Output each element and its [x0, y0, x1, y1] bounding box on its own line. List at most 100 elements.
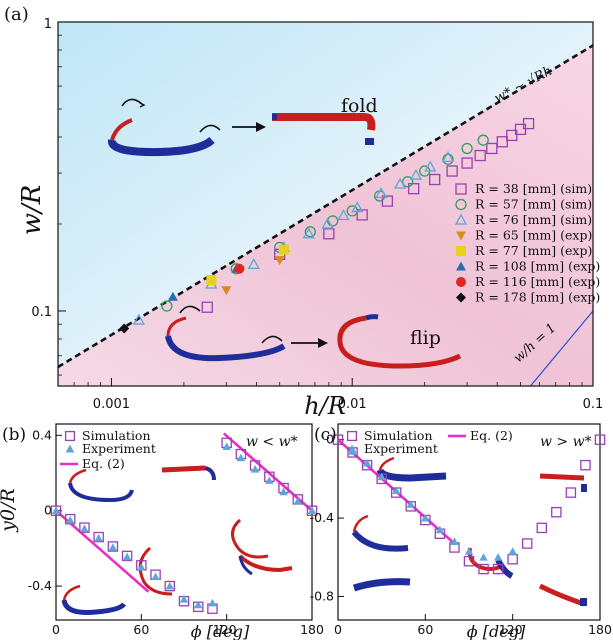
panel-b-point-experiment: [108, 543, 118, 551]
panel-b-y-tick-label: 0: [44, 503, 52, 518]
panel-c-condition: w > w*: [540, 434, 592, 450]
fold-illustration: [108, 98, 376, 157]
panel-b-point-experiment: [179, 595, 189, 603]
panel-a-point-r-76-mm-sim: [393, 177, 407, 189]
panel-a-point-r-57-mm-sim: [327, 215, 339, 227]
legend-a-marker-r-77-mm-exp: [456, 246, 466, 256]
legend-a-label: R = 116 [mm] (exp): [475, 274, 600, 289]
panel-c-point-experiment: [421, 513, 430, 522]
panel-a-point-r-38-mm-sim: [506, 129, 518, 142]
panel-c-point-experiment: [406, 500, 415, 508]
legend-a-label: R = 65 [mm] (exp): [475, 228, 592, 243]
panel-a-point-r-38-mm-sim: [201, 301, 213, 313]
panel-b-y-tick-label: -0.4: [28, 578, 52, 593]
panel-c-point-experiment: [450, 537, 459, 545]
panel-a-point-r-38-mm-sim: [486, 142, 498, 155]
legend-c-label: Experiment: [364, 441, 438, 456]
panel-b-point-experiment: [80, 524, 89, 532]
panel-b-point-simulation: [164, 580, 176, 592]
panel-a-point-r-76-mm-sim: [375, 187, 388, 199]
panel-c-point-simulation: [492, 563, 504, 575]
panel-b-point-experiment: [122, 552, 132, 561]
panel-a-y-tick-label: 1: [44, 17, 52, 32]
panel-c-x-tick-label: 0: [334, 622, 342, 637]
legend-c-label: Eq. (2): [470, 428, 513, 443]
panel-c-point-simulation: [580, 459, 591, 471]
legend-c-marker-experiment: [347, 444, 357, 453]
panel-c-x-tick-label: 60: [417, 622, 433, 637]
legend-c-marker-simulation: [346, 430, 358, 442]
legend-a-marker-r-57-mm-sim: [455, 198, 467, 211]
panel-c-x-tick-label: 180: [588, 622, 612, 637]
panel-a-frame: [57, 21, 594, 387]
panel-b-point-experiment: [137, 563, 146, 571]
panel-a-point-r-57-mm-sim: [402, 176, 414, 188]
panel-c-point-simulation: [521, 538, 533, 549]
panel-b-point-simulation: [306, 505, 318, 516]
panel-b-point-simulation: [107, 541, 119, 552]
panel-b-point-experiment: [265, 476, 274, 484]
panel-b-point-experiment: [51, 506, 61, 515]
panel-a-point-r-57-mm-sim: [346, 205, 358, 217]
panel-a-y-tick-label: 0.1: [31, 305, 52, 320]
region-label-fold: fold: [341, 95, 378, 117]
panel-b-frame: [55, 423, 313, 621]
panel-b-point-experiment: [151, 572, 160, 581]
panel-a-point-r-57-mm-sim: [442, 153, 454, 165]
panel-a-point-r-76-mm-sim: [337, 209, 350, 221]
panel-c-y-tick-label: -0.8: [310, 588, 334, 603]
panel-a-marks: [119, 117, 535, 334]
panel-a-point-r-38-mm-sim: [408, 183, 420, 195]
panel-b-point-simulation: [50, 505, 62, 516]
legend-a-marker-r-65-mm-exp: [456, 231, 466, 241]
panel-b-x-tick-label: 0: [52, 622, 60, 637]
panel-b-point-experiment: [94, 533, 103, 542]
panel-a-x-axis-label: h/R: [304, 392, 346, 420]
panel-c-point-simulation: [565, 487, 577, 498]
legend-a-label: R = 76 [mm] (sim): [475, 212, 592, 227]
panel-b-axes: 0 60 120 180 0.4 0 -0.4: [28, 427, 324, 637]
legend-a-label: R = 108 [mm] (exp): [475, 259, 600, 274]
panel-c-y-tick-label: -0.4: [310, 510, 334, 525]
panel-a-point-r-38-mm-sim: [522, 117, 535, 130]
panel-b-point-experiment: [250, 465, 260, 473]
panel-a-point-r-38-mm-sim: [474, 149, 486, 162]
panel-a-point-r-108-mm-exp: [167, 291, 178, 301]
panel-a-point-r-76-mm-sim: [302, 227, 315, 239]
panel-b-point-experiment: [279, 487, 288, 496]
panel-b-strip-illustrations: [61, 465, 293, 615]
panel-a-point-r-116-mm-exp: [234, 263, 245, 274]
panel-a: 0.001 0.01 0.10.11 R = 38 [mm] (sim)R =: [4, 4, 603, 420]
panel-a-point-r-76-mm-sim: [247, 258, 260, 269]
panel-a-axes: 0.001 0.01 0.1 0.1 1: [31, 17, 603, 412]
panel-c-point-experiment: [464, 547, 474, 555]
panel-a-point-r-76-mm-sim: [441, 151, 455, 163]
region-label-flip: flip: [410, 327, 441, 349]
panel-a-y-axis-label: w/R: [17, 185, 47, 236]
legend-a-marker-r-38-mm-sim: [455, 183, 467, 195]
flip-region-background: [58, 45, 593, 386]
panel-c-x-tick-label: 120: [499, 622, 523, 637]
panel-c-point-experiment: [362, 459, 372, 467]
panel-a-point-r-38-mm-sim: [356, 209, 368, 221]
panel-a-point-r-65-mm-exp: [221, 286, 232, 296]
legend-b-label: Simulation: [82, 428, 151, 443]
panel-b-x-tick-label: 60: [133, 622, 149, 637]
panel-c-point-experiment: [392, 486, 401, 494]
panel-b-point-simulation: [79, 522, 90, 533]
legend-a-marker-r-76-mm-sim: [454, 213, 468, 225]
panel-c-point-simulation: [594, 434, 606, 445]
panel-c-point-simulation: [551, 506, 562, 518]
legend-c-label: Simulation: [364, 428, 433, 443]
panel-c-point-experiment: [479, 553, 488, 561]
panel-b-point-experiment: [165, 581, 174, 590]
panel-c-point-simulation: [332, 434, 344, 445]
legend-b-label: Experiment: [82, 441, 156, 456]
panel-a-label: (a): [4, 4, 29, 25]
panel-c-point-simulation: [478, 563, 489, 575]
panel-a-point-r-38-mm-sim: [496, 136, 508, 148]
panel-a-point-r-76-mm-sim: [321, 217, 334, 229]
